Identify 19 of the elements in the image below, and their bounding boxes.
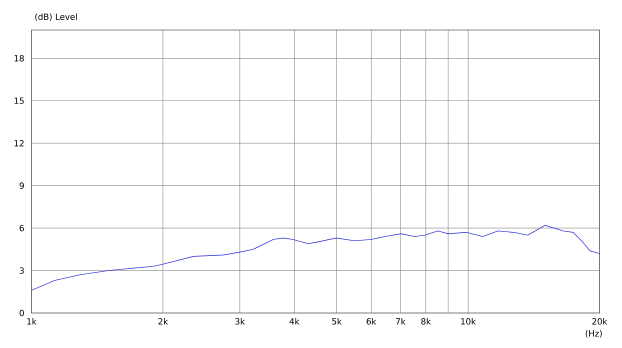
x-tick-label: 4k	[290, 318, 300, 324]
x-tick-label: 3k	[235, 318, 245, 325]
x-tick-label: 20k	[592, 318, 608, 325]
x-tick-label: 8k	[421, 318, 431, 325]
x-tick-label: 1k	[27, 318, 37, 324]
x-tick-label: 2k	[158, 318, 168, 324]
y-tick-label: 12	[14, 140, 24, 146]
y-tick-label: 18	[14, 55, 24, 62]
y-tick-label: 15	[14, 98, 24, 104]
y-tick-label: 3	[20, 267, 24, 274]
x-tick-label: 5k	[332, 318, 342, 325]
y-tick-label: 0	[20, 310, 24, 316]
y-tick-label: 9	[20, 182, 24, 189]
x-tick-label: 10k	[461, 318, 476, 325]
x-tick-label: 6k	[366, 318, 376, 325]
x-axis-title: (Hz)	[586, 330, 602, 338]
x-tick-label: 7k	[396, 318, 406, 324]
y-tick-label: 6	[20, 224, 24, 232]
y-axis-title: (dB) Level	[35, 13, 77, 21]
